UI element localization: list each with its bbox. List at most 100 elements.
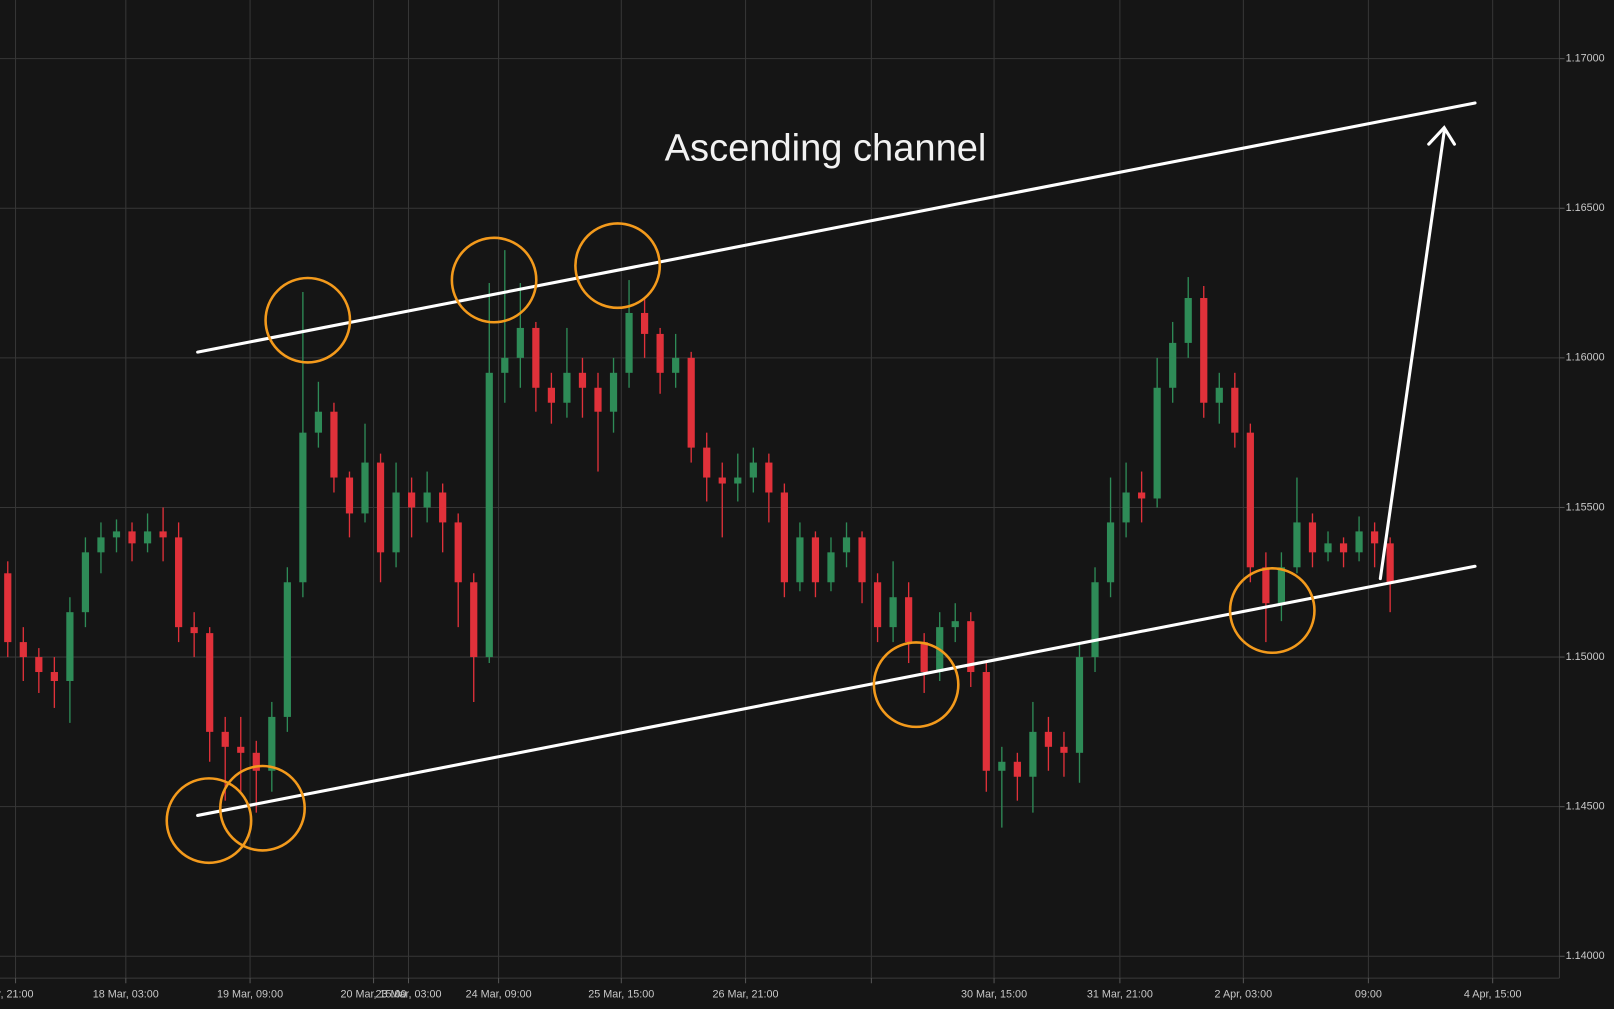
candle-body xyxy=(967,621,975,673)
candle-body xyxy=(656,333,664,373)
annotation-title: Ascending channel xyxy=(665,127,987,169)
touch-circle xyxy=(1228,567,1316,655)
candle-body xyxy=(392,492,400,553)
x-tick-label: 19 Mar, 09:00 xyxy=(217,988,283,1000)
candle-body xyxy=(299,432,307,583)
x-tick-label: 31 Mar, 21:00 xyxy=(1087,988,1153,1000)
candle-body xyxy=(547,387,556,403)
x-tick-label: 2 Apr, 03:00 xyxy=(1215,988,1273,1000)
candle-body xyxy=(703,447,711,478)
candle-body xyxy=(889,597,897,628)
candle-body xyxy=(485,372,493,658)
x-tick-label: 09:00 xyxy=(1355,988,1382,1000)
candle-body xyxy=(283,582,291,717)
candle-body xyxy=(905,597,913,643)
upper-channel-line xyxy=(196,101,1477,354)
touch-circle xyxy=(264,276,352,364)
candle-body xyxy=(66,612,74,681)
candle-body xyxy=(873,582,882,628)
candle-body xyxy=(1371,531,1379,544)
candle-body xyxy=(1029,731,1037,777)
candle-body xyxy=(1324,543,1332,553)
candle-body xyxy=(1091,582,1099,658)
channel-drawing xyxy=(196,101,1477,817)
y-tick-label: 1.14000 xyxy=(1566,950,1605,962)
candle-body xyxy=(1277,567,1286,604)
y-tick-label: 1.14500 xyxy=(1566,801,1605,813)
x-tick-label: 25 Mar, 15:00 xyxy=(588,988,654,1000)
x-tick-label: 23 Mar, 03:00 xyxy=(375,988,441,1000)
candle-body xyxy=(951,621,959,628)
candle-body xyxy=(858,537,866,583)
candle-body xyxy=(734,477,742,484)
candle-body xyxy=(920,642,928,673)
touch-circle xyxy=(218,764,306,852)
candle-body xyxy=(998,761,1006,771)
candle-body xyxy=(594,387,602,412)
candle-body xyxy=(1246,432,1254,568)
grid xyxy=(0,0,1560,979)
lower-channel-line xyxy=(196,564,1477,817)
candle-body xyxy=(4,573,12,643)
candle-body xyxy=(361,462,369,514)
candle-body xyxy=(237,746,245,753)
candle-body xyxy=(128,531,136,544)
y-tick-label: 1.16000 xyxy=(1566,352,1605,364)
candle-body xyxy=(97,537,105,553)
x-tick-label: 24 Mar, 09:00 xyxy=(466,988,532,1000)
candle-body xyxy=(1262,567,1270,604)
candle-body xyxy=(50,672,58,681)
candle-body xyxy=(81,552,90,613)
x-tick-label: r, 21:00 xyxy=(0,988,34,1000)
candle-body xyxy=(470,582,478,658)
touch-circle xyxy=(450,236,538,324)
candle-body xyxy=(1293,522,1301,568)
candles xyxy=(4,250,1394,828)
candle-body xyxy=(842,537,851,553)
candle-body xyxy=(1215,387,1223,403)
y-tick-label: 1.15500 xyxy=(1566,501,1605,513)
projection-arrow xyxy=(1378,130,1446,581)
candle-body xyxy=(439,492,447,523)
candle-body xyxy=(175,537,183,628)
x-tick-label: 18 Mar, 03:00 xyxy=(93,988,159,1000)
candle-body xyxy=(190,627,198,634)
candle-body xyxy=(1355,531,1363,553)
candle-body xyxy=(19,642,27,658)
candle-body xyxy=(423,492,431,508)
arrow-head xyxy=(1427,125,1456,146)
candle-body xyxy=(1060,746,1068,753)
candle-body xyxy=(408,492,416,508)
y-tick-label: 1.16500 xyxy=(1566,202,1605,214)
candle-body xyxy=(718,477,726,484)
candle-body xyxy=(609,372,618,412)
y-tick-label: 1.15000 xyxy=(1566,651,1605,663)
x-tick-label: 4 Apr, 15:00 xyxy=(1464,988,1522,1000)
candle-body xyxy=(35,657,43,673)
candle-body xyxy=(687,357,695,448)
y-tick-label: 1.17000 xyxy=(1566,53,1605,65)
candle-body xyxy=(345,477,354,514)
x-tick-label: 26 Mar, 21:00 xyxy=(713,988,779,1000)
candle-body xyxy=(112,531,121,538)
candle-body xyxy=(672,357,680,373)
candle-body xyxy=(206,633,214,732)
candle-body xyxy=(780,492,788,583)
candle-body xyxy=(330,411,338,478)
x-tick-label: 20 Mar, 15:00 xyxy=(341,988,407,1000)
candle-body xyxy=(221,731,229,747)
touch-circle xyxy=(165,777,253,865)
candle-body xyxy=(749,462,757,478)
candle-body xyxy=(159,531,167,538)
candle-body xyxy=(811,537,820,583)
candle-body xyxy=(1339,543,1348,553)
candle-body xyxy=(1122,492,1130,523)
candle-body xyxy=(578,372,587,388)
candle-body xyxy=(1184,298,1192,343)
candle-body xyxy=(1200,298,1208,403)
candle-body xyxy=(563,372,571,403)
candle-body xyxy=(376,462,385,553)
